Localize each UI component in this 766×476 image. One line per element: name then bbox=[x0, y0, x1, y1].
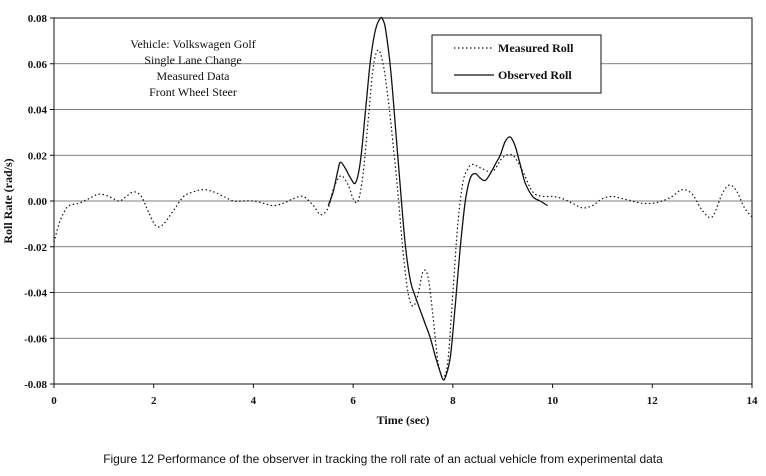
series-line-observed-roll bbox=[327, 16, 548, 381]
y-tick-label: -0.02 bbox=[24, 242, 47, 254]
series-layer bbox=[53, 16, 753, 381]
figure-caption: Figure 12 Performance of the observer in… bbox=[103, 452, 663, 466]
x-tick-label: 14 bbox=[747, 395, 759, 407]
y-tick-label: 0.00 bbox=[28, 196, 48, 208]
y-tick-label: 0.08 bbox=[28, 13, 48, 25]
x-tick-label: 6 bbox=[350, 395, 356, 407]
x-tick-label: 2 bbox=[151, 395, 157, 407]
y-tick-label: -0.08 bbox=[24, 379, 47, 391]
y-axis-ticks: 0.08 0.06 0.04 0.02 0.00 -0.02 -0.04 -0.06 -0.08 bbox=[24, 13, 54, 391]
annotation-line-data-source: Measured Data bbox=[157, 69, 231, 83]
x-tick-label: 8 bbox=[450, 395, 456, 407]
y-tick-label: 0.06 bbox=[28, 59, 48, 71]
x-axis-ticks: 0 2 4 6 8 10 12 14 bbox=[51, 384, 758, 407]
y-tick-label: 0.02 bbox=[28, 150, 48, 162]
legend-label-measured: Measured Roll bbox=[498, 41, 574, 55]
y-tick-label: 0.04 bbox=[28, 105, 48, 117]
legend-box bbox=[431, 34, 602, 94]
x-tick-label: 12 bbox=[647, 395, 659, 407]
x-tick-label: 10 bbox=[547, 395, 559, 407]
series-line-measured-roll bbox=[53, 49, 753, 378]
gridlines bbox=[54, 63, 752, 339]
annotation-line-steer-mode: Front Wheel Steer bbox=[149, 85, 237, 99]
annotation-line-maneuver: Single Lane Change bbox=[144, 53, 241, 67]
y-tick-label: -0.06 bbox=[24, 333, 47, 345]
legend-label-observed: Observed Roll bbox=[498, 68, 572, 82]
vehicle-annotation: Vehicle: Volkswagen Golf Single Lane Cha… bbox=[130, 37, 256, 99]
y-tick-label: -0.04 bbox=[24, 288, 47, 300]
x-tick-label: 4 bbox=[251, 395, 257, 407]
annotation-line-vehicle: Vehicle: Volkswagen Golf bbox=[130, 37, 256, 51]
x-tick-label: 0 bbox=[51, 395, 57, 407]
y-axis-title: Roll Rate (rad/s) bbox=[1, 158, 15, 243]
legend: Measured Roll Observed Roll bbox=[431, 34, 602, 94]
x-axis-title: Time (sec) bbox=[377, 413, 430, 427]
